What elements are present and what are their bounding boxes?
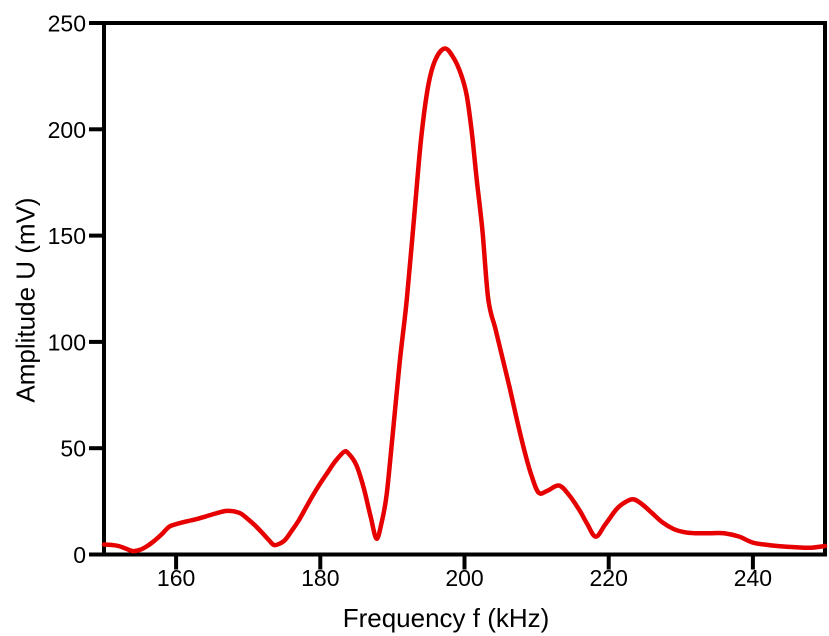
- x-tick-label: 240: [734, 565, 772, 591]
- y-tick-label: 250: [48, 11, 86, 37]
- y-tick-label: 150: [48, 223, 86, 249]
- x-tick-label: 220: [590, 565, 628, 591]
- x-tick-label: 160: [157, 565, 195, 591]
- x-axis-label: Frequency f (kHz): [342, 603, 550, 633]
- plot-frame: [102, 21, 827, 557]
- signal-curve: [101, 46, 828, 554]
- x-tick-label: 200: [445, 565, 483, 591]
- y-tick-label: 100: [48, 329, 86, 355]
- y-tick-label: 0: [73, 542, 86, 568]
- x-tick-label: 180: [301, 565, 339, 591]
- y-axis-label: Amplitude U (mV): [10, 197, 41, 403]
- y-tick-label: 200: [48, 117, 86, 143]
- y-tick-label: 50: [60, 436, 86, 462]
